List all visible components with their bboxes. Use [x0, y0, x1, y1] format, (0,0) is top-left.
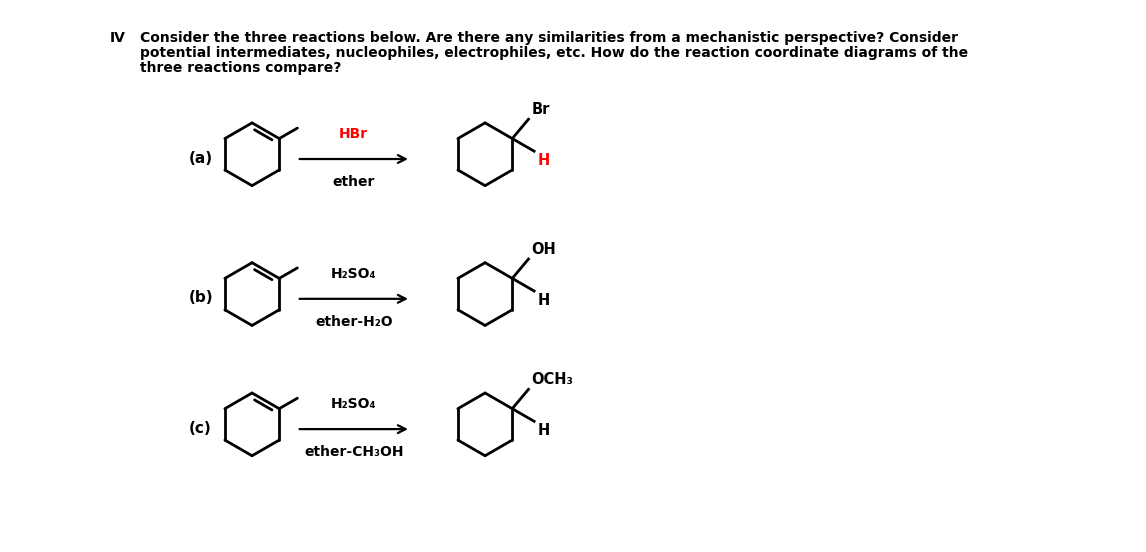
- Text: OCH₃: OCH₃: [532, 373, 573, 388]
- Text: H₂SO₄: H₂SO₄: [331, 397, 377, 411]
- Text: Br: Br: [532, 102, 550, 117]
- Text: (a): (a): [188, 151, 212, 166]
- Text: ether-H₂O: ether-H₂O: [315, 315, 393, 329]
- Text: ether-CH₃OH: ether-CH₃OH: [304, 445, 403, 459]
- Text: H: H: [537, 293, 549, 307]
- Text: H₂SO₄: H₂SO₄: [331, 267, 377, 281]
- Text: IV: IV: [109, 30, 125, 45]
- Text: ether: ether: [332, 175, 375, 189]
- Text: (b): (b): [188, 290, 213, 305]
- Text: Consider the three reactions below. Are there any similarities from a mechanisti: Consider the three reactions below. Are …: [140, 30, 958, 45]
- Text: H: H: [537, 423, 549, 438]
- Text: HBr: HBr: [339, 127, 368, 141]
- Text: H: H: [537, 153, 549, 168]
- Text: (c): (c): [188, 421, 211, 436]
- Text: OH: OH: [532, 242, 556, 257]
- Text: three reactions compare?: three reactions compare?: [140, 61, 342, 75]
- Text: potential intermediates, nucleophiles, electrophiles, etc. How do the reaction c: potential intermediates, nucleophiles, e…: [140, 46, 968, 60]
